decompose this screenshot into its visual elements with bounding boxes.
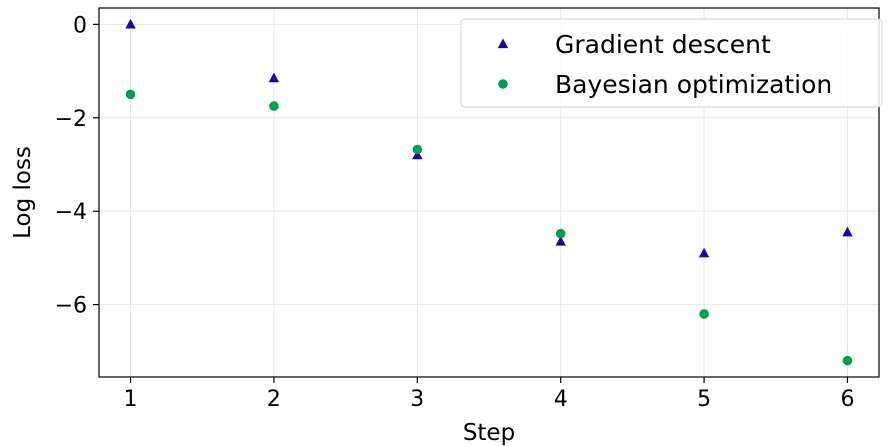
triangle-point xyxy=(842,226,853,237)
circle-point xyxy=(699,309,709,319)
y-axis: 0 −2 −4 −6 xyxy=(55,13,99,319)
y-tick-label: −4 xyxy=(55,200,87,225)
triangle-point xyxy=(268,72,280,83)
circle-point xyxy=(555,228,566,239)
circle-point xyxy=(269,101,279,111)
x-tick-label: 5 xyxy=(697,387,711,412)
series-bayesian-optimization xyxy=(125,89,853,366)
legend-label: Bayesian optimization xyxy=(555,70,832,99)
y-tick-label: 0 xyxy=(73,13,87,38)
x-axis-label: Step xyxy=(463,420,515,446)
legend-marker xyxy=(498,79,508,89)
x-tick-label: 1 xyxy=(124,387,138,412)
legend-label: Gradient descent xyxy=(555,30,771,59)
legend-marker xyxy=(497,38,509,49)
series-gradient-descent xyxy=(125,18,853,258)
circle-point xyxy=(842,355,853,366)
circle-point xyxy=(125,89,136,100)
y-axis-label: Log loss xyxy=(10,146,36,239)
x-tick-label: 2 xyxy=(267,387,281,412)
legend-box xyxy=(460,18,883,108)
x-axis: 1 2 3 4 5 6 xyxy=(124,377,854,412)
data-points xyxy=(125,18,853,366)
legend: Gradient descent Bayesian optimization xyxy=(460,18,883,108)
triangle-point xyxy=(698,247,710,258)
x-tick-label: 3 xyxy=(410,387,424,412)
x-tick-label: 6 xyxy=(840,387,854,412)
triangle-point xyxy=(555,236,566,246)
plot-frame xyxy=(98,7,880,378)
y-tick-label: −6 xyxy=(55,294,87,319)
triangle-point xyxy=(412,149,423,160)
triangle-point xyxy=(125,18,136,29)
x-tick-label: 4 xyxy=(554,387,568,412)
circle-point xyxy=(412,144,423,155)
y-tick-label: −2 xyxy=(55,107,87,132)
